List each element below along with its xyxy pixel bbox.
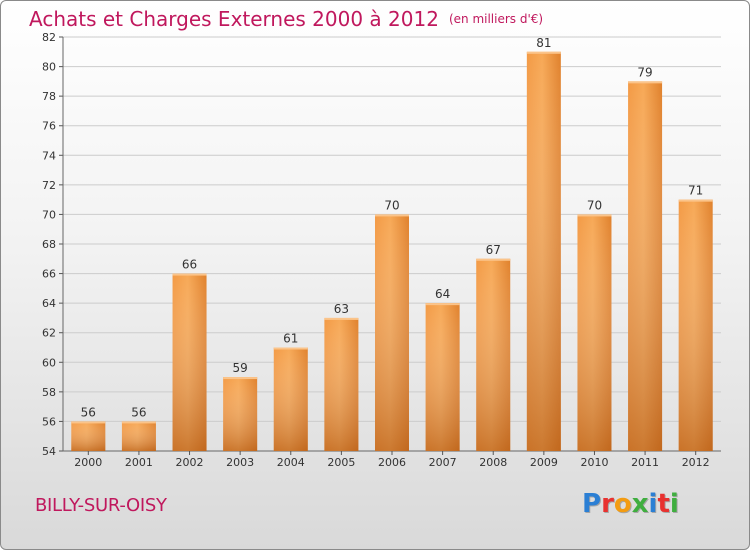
bar-shade xyxy=(223,377,258,451)
chart-title: Achats et Charges Externes 2000 à 2012 (e… xyxy=(29,7,543,31)
data-label: 79 xyxy=(637,65,652,79)
data-label: 64 xyxy=(435,287,450,301)
x-tick-label: 2011 xyxy=(631,456,659,469)
data-label: 67 xyxy=(486,243,501,257)
y-tick-label: 78 xyxy=(42,90,56,103)
y-tick-label: 54 xyxy=(42,445,56,458)
x-tick-label: 2006 xyxy=(378,456,406,469)
data-label: 63 xyxy=(334,302,349,316)
x-tick-label: 2004 xyxy=(277,456,305,469)
x-tick-label: 2005 xyxy=(327,456,355,469)
data-label: 70 xyxy=(587,198,602,212)
bar-top-highlight xyxy=(223,377,258,380)
data-label: 66 xyxy=(182,258,197,272)
bar-top-highlight xyxy=(678,199,713,202)
bar-shade xyxy=(324,317,359,451)
data-label: 81 xyxy=(536,36,551,50)
data-label: 71 xyxy=(688,184,703,198)
data-labels: 56 56 66 59 61 63 70 64 67 81 70 79 71 xyxy=(81,36,704,420)
x-tick-label: 2007 xyxy=(429,456,457,469)
bar-shade xyxy=(526,51,561,452)
data-label: 56 xyxy=(131,405,146,419)
data-label: 61 xyxy=(283,332,298,346)
bar-top-highlight xyxy=(172,273,207,276)
y-tick-label: 80 xyxy=(42,61,56,74)
bar-shade xyxy=(172,273,207,451)
bar-top-highlight xyxy=(577,214,612,217)
bar-shade xyxy=(375,214,409,451)
data-label: 59 xyxy=(233,361,248,375)
bar-shade xyxy=(476,258,511,451)
y-tick-label: 70 xyxy=(42,208,56,221)
logo-letter: r xyxy=(601,489,614,519)
y-tick-label: 68 xyxy=(42,238,56,251)
bar-top-highlight xyxy=(628,81,663,84)
x-tick-label: 2000 xyxy=(74,456,102,469)
x-tick-label: 2008 xyxy=(479,456,507,469)
bars xyxy=(71,51,713,452)
commune-name: BILLY-SUR-OISY xyxy=(35,495,167,516)
bar-shade xyxy=(425,303,460,451)
logo-letter: i xyxy=(648,489,658,519)
logo-letter: o xyxy=(613,489,632,519)
y-tick-label: 62 xyxy=(42,327,56,340)
x-tick-label: 2003 xyxy=(226,456,254,469)
bar-shade xyxy=(71,421,106,451)
chart-title-text: Achats et Charges Externes 2000 à 2012 xyxy=(29,7,439,31)
y-tick-label: 60 xyxy=(42,356,56,369)
bar-top-highlight xyxy=(324,317,359,320)
logo-letter: P xyxy=(582,489,602,519)
y-tick-label: 66 xyxy=(42,268,56,281)
y-tick-label: 56 xyxy=(42,415,56,428)
logo-letter: x xyxy=(631,489,649,519)
proxiti-logo[interactable]: Proxiti xyxy=(582,489,679,519)
bar-top-highlight xyxy=(526,51,561,54)
x-tick-label: 2009 xyxy=(530,456,558,469)
bar-shade xyxy=(121,421,156,451)
bar-top-highlight xyxy=(273,347,308,350)
x-tick-label: 2010 xyxy=(580,456,608,469)
bar-top-highlight xyxy=(425,303,460,306)
y-tick-label: 74 xyxy=(42,149,56,162)
bar-top-highlight xyxy=(476,258,511,261)
bar-top-highlight xyxy=(375,214,409,217)
data-label: 70 xyxy=(384,198,399,212)
y-tick-label: 72 xyxy=(42,179,56,192)
y-tick-label: 76 xyxy=(42,120,56,133)
bar-shade xyxy=(577,214,612,451)
x-tick-label: 2001 xyxy=(125,456,153,469)
bar-shade xyxy=(678,199,713,451)
data-label: 56 xyxy=(81,405,96,419)
logo-letter: i xyxy=(669,489,679,519)
bar-top-highlight xyxy=(121,421,156,424)
bar-shade xyxy=(628,81,663,451)
bar-top-highlight xyxy=(71,421,106,424)
x-tick-label: 2002 xyxy=(176,456,204,469)
chart-unit: (en milliers d'€) xyxy=(448,12,544,26)
bar-shade xyxy=(273,347,308,451)
x-tick-label: 2012 xyxy=(682,456,710,469)
y-tick-label: 58 xyxy=(42,386,56,399)
y-tick-label: 64 xyxy=(42,297,56,310)
logo-letter: t xyxy=(657,489,670,519)
y-tick-label: 82 xyxy=(42,31,56,44)
